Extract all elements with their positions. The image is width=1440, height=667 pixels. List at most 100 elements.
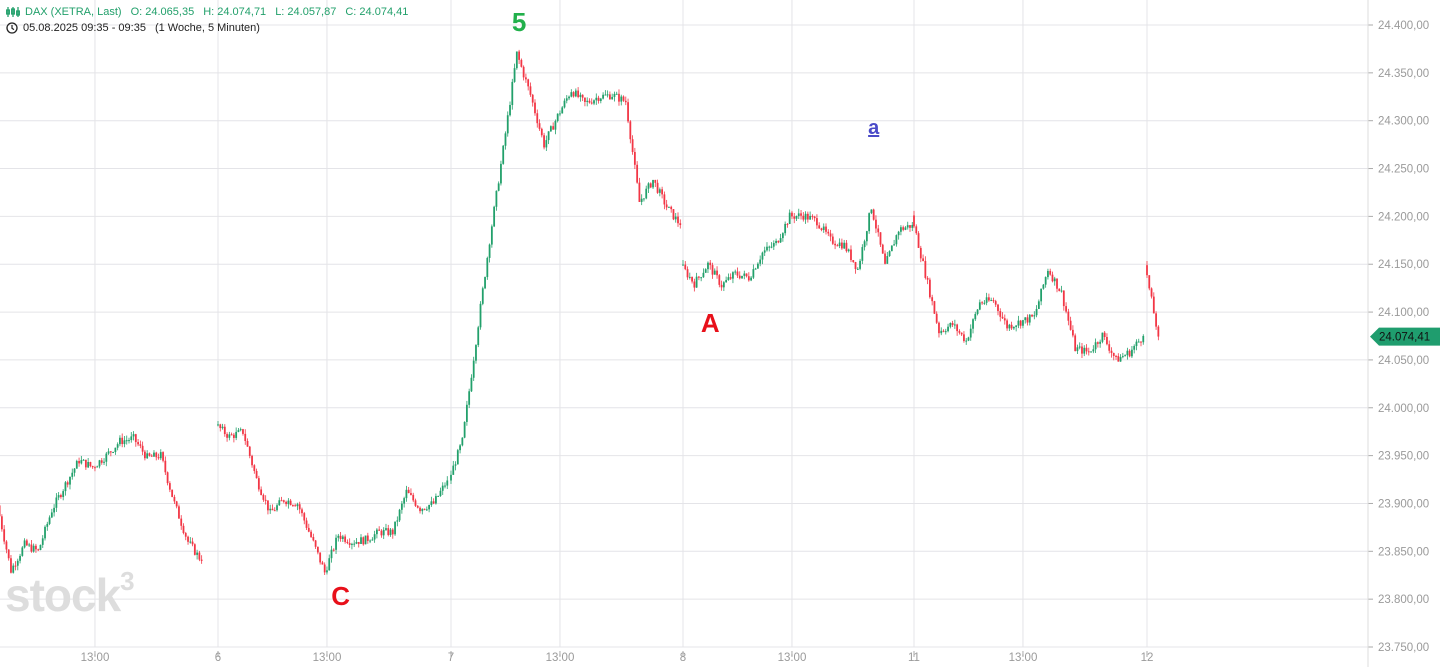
candle-body — [78, 460, 80, 464]
candle-body — [656, 182, 659, 193]
candle-body — [419, 507, 421, 512]
candle-body — [410, 493, 412, 495]
candle-body — [663, 194, 666, 205]
candle-body — [141, 445, 144, 452]
candle-body — [112, 452, 115, 454]
candle-body — [902, 227, 905, 230]
candle-body — [364, 535, 367, 545]
candle-body — [779, 238, 782, 243]
candle-body — [105, 453, 108, 462]
candle-body — [303, 513, 306, 521]
candle-body — [786, 223, 789, 225]
wave-label-A[interactable]: A — [700, 308, 720, 339]
candle-body — [1033, 315, 1036, 317]
candle-body — [938, 322, 940, 334]
candle-body — [816, 218, 818, 226]
candle-body — [704, 269, 707, 273]
candle-body — [682, 264, 684, 266]
candle-body — [990, 300, 993, 302]
candle-body — [64, 482, 67, 492]
candle-body — [1058, 288, 1061, 292]
x-tick-label: 7 — [448, 652, 454, 664]
candle-body — [983, 302, 986, 304]
candle-body — [1040, 288, 1043, 302]
candle-body — [198, 552, 201, 560]
open-value: O: 24.065,35 — [130, 6, 195, 18]
candle-body — [806, 213, 809, 220]
candle-body — [497, 183, 500, 191]
candle-body — [182, 525, 185, 534]
y-tick-label: 23.950,00 — [1378, 451, 1429, 463]
candle-body — [757, 263, 759, 269]
candle-body — [1094, 342, 1097, 350]
candle-body — [766, 246, 768, 251]
clock-icon — [6, 22, 18, 34]
candle-body — [398, 509, 401, 521]
candle-body — [695, 276, 698, 288]
candle-body — [672, 209, 675, 220]
candle-body — [323, 564, 326, 573]
wave-label-C[interactable]: C — [331, 581, 350, 612]
candle-body — [1056, 278, 1058, 289]
candle-body — [554, 120, 557, 130]
candle-body — [1022, 320, 1024, 326]
candle-body — [852, 260, 855, 263]
candle-body — [520, 59, 523, 67]
wave-label-5[interactable]: 5 — [511, 7, 527, 37]
candle-body — [504, 133, 507, 146]
y-tick-label: 24.100,00 — [1378, 307, 1429, 319]
candle-body — [396, 520, 399, 522]
range-text: 05.08.2025 09:35 - 09:35 — [23, 22, 146, 34]
candle-body — [958, 331, 961, 333]
candles-icon[interactable] — [6, 6, 20, 18]
candle-body — [146, 453, 149, 459]
wave-label-a[interactable]: a — [868, 117, 880, 140]
candle-body — [71, 472, 74, 477]
candle-body — [928, 279, 931, 298]
candle-body — [909, 225, 911, 228]
candle-body — [586, 100, 589, 102]
candle-body — [472, 360, 475, 378]
candle-body — [228, 434, 231, 438]
candle-body — [57, 495, 60, 498]
candle-body — [647, 183, 650, 189]
candle-body — [337, 535, 340, 538]
candle-body — [16, 560, 19, 566]
candle-body — [997, 304, 999, 312]
symbol-name[interactable]: DAX (XETRA, Last) — [25, 6, 122, 18]
candle-body — [344, 536, 347, 542]
period-text[interactable]: (1 Woche, 5 Minuten) — [154, 22, 260, 34]
candle-body — [0, 516, 3, 530]
candle-body — [196, 552, 199, 555]
candle-body — [1076, 347, 1079, 352]
candle-body — [400, 503, 403, 510]
candle-body — [387, 528, 390, 535]
candle-body — [829, 233, 832, 237]
candle-body — [148, 453, 151, 456]
candle-body — [5, 541, 8, 550]
candle-body — [745, 273, 748, 277]
candle-body — [777, 240, 780, 243]
candle-body — [506, 115, 509, 134]
candle-body — [430, 501, 433, 505]
candle-body — [69, 476, 71, 485]
candle-body — [1006, 320, 1008, 329]
candle-body — [459, 445, 461, 451]
candle-body — [335, 537, 337, 550]
candle-body — [834, 243, 836, 246]
candle-body — [19, 555, 21, 561]
candle-body — [405, 489, 408, 499]
candle-body — [763, 250, 766, 253]
candle-body — [166, 472, 169, 484]
candle-body — [180, 518, 183, 526]
candle-body — [652, 179, 654, 188]
candle-body — [41, 538, 44, 545]
candle-body — [394, 521, 396, 535]
candle-body — [432, 501, 435, 504]
candle-body — [403, 498, 406, 504]
candle-body — [125, 440, 128, 442]
candle-body — [262, 494, 265, 500]
candle-body — [841, 242, 843, 249]
candle-body — [976, 309, 979, 315]
